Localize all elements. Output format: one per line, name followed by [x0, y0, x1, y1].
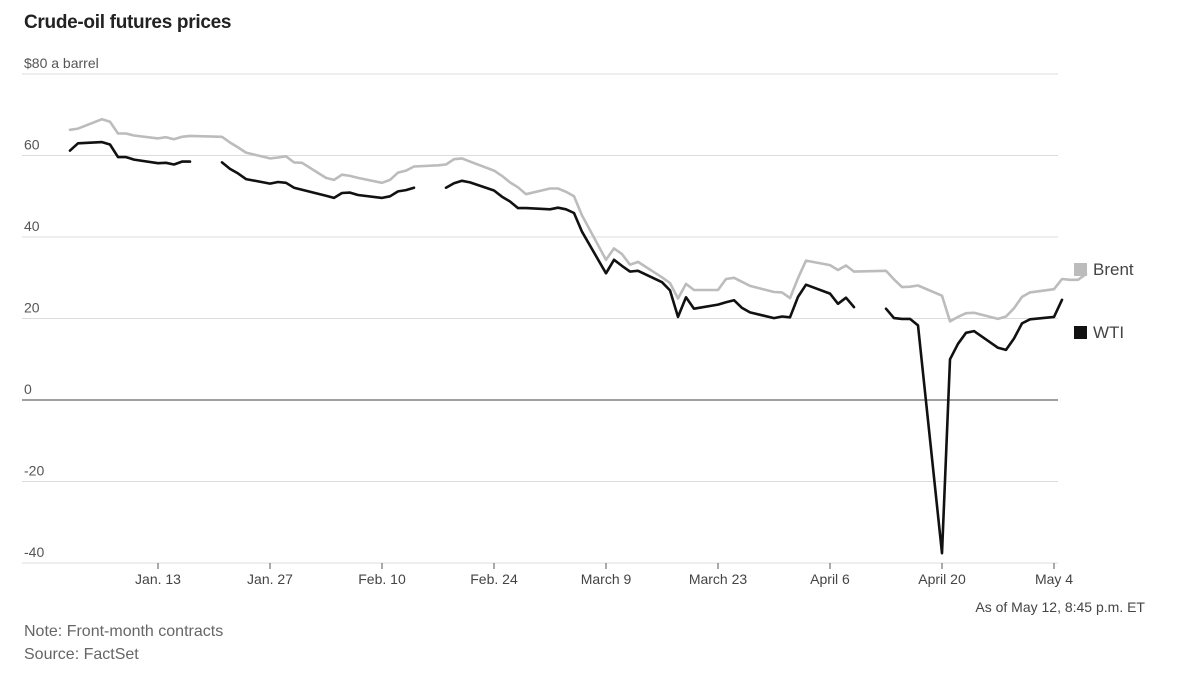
- series-line-wti-segment-2: [220, 161, 416, 200]
- x-tick-label: April 6: [810, 571, 850, 587]
- legend-wti-swatch: [1074, 326, 1087, 339]
- note-text: Note: Front-month contracts: [24, 623, 224, 640]
- series-line-brent: [68, 117, 1088, 323]
- x-tick-label: March 9: [581, 571, 632, 587]
- y-tick-label: -40: [24, 544, 44, 560]
- chart-title: Crude-oil futures prices: [24, 12, 232, 33]
- x-tick-label: Jan. 27: [247, 571, 293, 587]
- series-line-wti-segment-3: [444, 179, 856, 320]
- y-axis-ticks: $80 a barrel 60 40 20 0 -20 -40: [24, 55, 99, 560]
- x-tick-label: Feb. 10: [358, 571, 406, 587]
- legend-brent-label: Brent: [1093, 260, 1134, 279]
- x-tick-label: Feb. 24: [470, 571, 518, 587]
- y-tick-label: $80 a barrel: [24, 55, 99, 71]
- y-tick-label: 40: [24, 218, 40, 234]
- series-lines: [68, 117, 1088, 555]
- chart-footer: Note: Front-month contracts Source: Fact…: [24, 620, 223, 666]
- timestamp-note: As of May 12, 8:45 p.m. ET: [975, 599, 1145, 615]
- y-tick-label: 0: [24, 381, 32, 397]
- gridlines: [22, 73, 1058, 564]
- x-tick-label: May 4: [1035, 571, 1073, 587]
- y-tick-label: 60: [24, 137, 40, 153]
- legend-brent-swatch: [1074, 263, 1087, 276]
- source-text: Source: FactSet: [24, 646, 139, 663]
- y-tick-label: 20: [24, 300, 40, 316]
- x-axis-ticks: Jan. 13 Jan. 27 Feb. 10 Feb. 24 March 9 March…: [135, 563, 1073, 587]
- y-tick-label: -20: [24, 463, 44, 479]
- legend: Brent WTI: [1074, 260, 1134, 342]
- x-tick-label: April 20: [918, 571, 966, 587]
- legend-wti-label: WTI: [1093, 323, 1124, 342]
- x-tick-label: March 23: [689, 571, 748, 587]
- series-line-wti-segment-1: [68, 140, 192, 166]
- series-line-wti-segment-4: [884, 298, 1064, 555]
- x-tick-label: Jan. 13: [135, 571, 181, 587]
